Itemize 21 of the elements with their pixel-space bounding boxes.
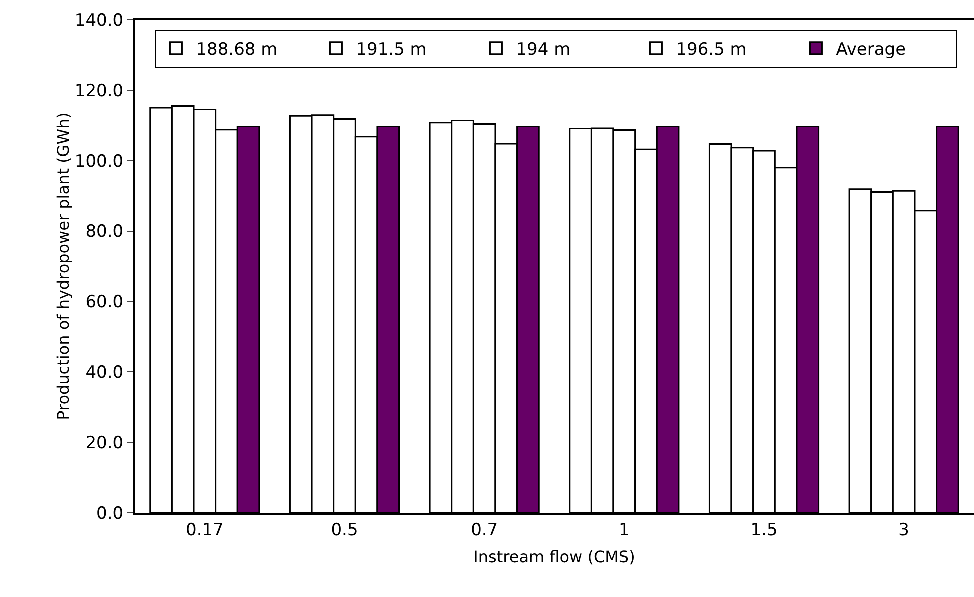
y-tick-label: 120.0 [74, 81, 124, 102]
y-tick-label: 80.0 [86, 222, 124, 242]
x-tick-label: 0.17 [186, 520, 224, 540]
y-tick-label: 140.0 [74, 10, 124, 31]
y-tick-label: 60.0 [86, 292, 124, 313]
y-tick-label: 0.0 [96, 504, 124, 524]
y-tick-label: 40.0 [86, 363, 124, 384]
legend-label: 191.5 m [356, 40, 427, 60]
legend-label: Average [836, 40, 906, 60]
x-tick-label: 0.5 [331, 520, 358, 540]
x-tick-label: 3 [898, 520, 910, 540]
x-tick-label: 0.7 [471, 520, 498, 540]
y-tick-label: 100.0 [74, 152, 124, 172]
x-tick-label: 1.5 [750, 520, 778, 540]
x-tick-label: 1 [619, 520, 630, 540]
legend-label: 196.5 m [676, 40, 747, 60]
x-axis-title: Instream flow (CMS) [474, 548, 636, 567]
y-axis-title: Production of hydropower plant (GWh) [54, 112, 73, 420]
legend-label: 194 m [516, 40, 571, 60]
legend-label: 188.68 m [196, 40, 278, 60]
y-tick-label: 20.0 [86, 434, 124, 454]
